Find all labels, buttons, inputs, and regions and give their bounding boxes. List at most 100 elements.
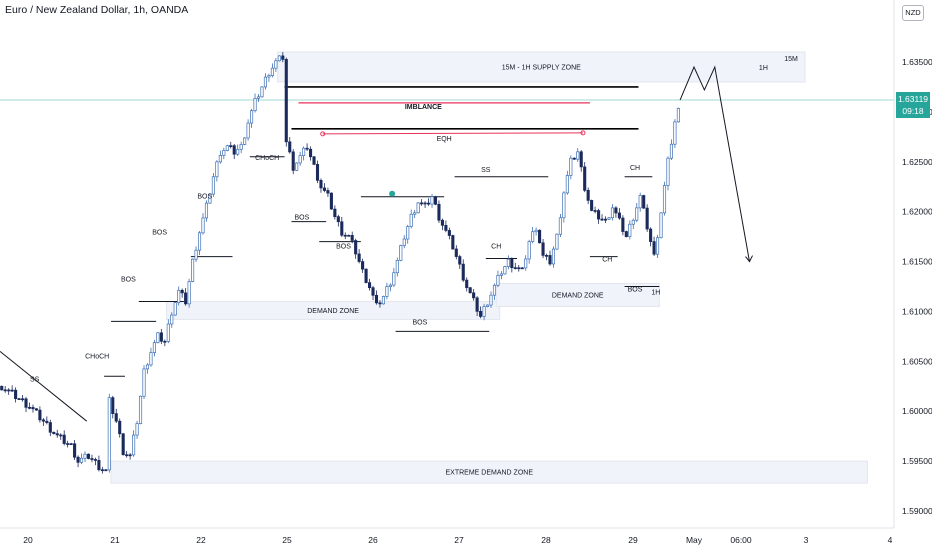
candle-body	[413, 212, 417, 215]
candle-body	[544, 255, 549, 257]
candle-body	[104, 469, 108, 472]
zone-label: DEMAND ZONE	[307, 308, 359, 315]
candle-body	[409, 213, 413, 227]
candle-body	[558, 217, 562, 235]
zone-label: EXTREME DEMAND ZONE	[446, 470, 534, 477]
candle-body	[118, 420, 122, 435]
candle-body	[368, 282, 372, 289]
candle-body	[284, 59, 288, 143]
y-tick-label: 1.61000	[902, 306, 932, 316]
candle-body	[288, 141, 292, 153]
candle-body	[354, 240, 358, 255]
candle-body	[107, 397, 111, 471]
candle-body	[149, 352, 153, 366]
candle-body	[322, 187, 326, 191]
candle-body	[472, 292, 476, 299]
candle-body	[506, 258, 510, 267]
candle-body	[569, 157, 573, 176]
currency-button[interactable]: NZD	[902, 5, 924, 21]
candle-body	[492, 284, 497, 296]
annotation-label: SS	[30, 376, 40, 383]
candle-body	[454, 248, 458, 257]
candle-body	[395, 260, 399, 274]
candle-body	[27, 406, 32, 409]
candle-body	[496, 275, 500, 286]
candle-body	[524, 258, 528, 269]
candle-body	[326, 190, 330, 194]
candle-body	[416, 202, 420, 214]
candle-body	[73, 443, 77, 458]
candle-body	[166, 323, 170, 342]
candle-body	[194, 249, 198, 260]
candle-body	[642, 195, 646, 209]
candle-body	[218, 155, 222, 163]
candle-body	[437, 203, 441, 221]
candle-body	[180, 289, 184, 294]
annotation-label: BOS	[121, 277, 136, 284]
candle-body	[649, 228, 653, 242]
candle-body	[433, 196, 438, 205]
zone-rect	[166, 300, 501, 320]
candle-body	[572, 157, 576, 160]
candle-body	[583, 166, 587, 191]
projection-arrowhead	[745, 255, 753, 263]
candle-body	[406, 226, 410, 240]
candle-body	[468, 287, 472, 294]
candle-body	[14, 389, 18, 400]
zone-tag-label: 15M	[784, 56, 798, 63]
x-tick-label: 27	[454, 535, 464, 545]
candle-body	[631, 219, 635, 225]
candle-body	[603, 218, 608, 221]
candle-body	[461, 263, 465, 281]
candle-body	[263, 76, 268, 88]
candle-body	[281, 55, 285, 60]
candle-body	[152, 342, 156, 353]
check-marker	[389, 190, 396, 197]
candle-body	[385, 286, 389, 297]
candle-body	[142, 368, 146, 397]
candle-body	[256, 96, 261, 99]
candle-body	[83, 453, 87, 459]
candle-body	[76, 456, 80, 463]
candle-body	[357, 253, 361, 262]
candle-body	[520, 267, 524, 270]
candle-body	[177, 289, 181, 304]
y-tick-label: 1.60500	[902, 356, 932, 366]
candle-body	[666, 157, 670, 186]
candle-body	[208, 193, 212, 204]
candle-body	[319, 179, 323, 189]
candle-body	[246, 122, 250, 139]
candle-body	[211, 176, 215, 195]
last-price: 1.63119	[897, 94, 929, 104]
candle-body	[565, 175, 569, 194]
candle-body	[600, 218, 604, 221]
candle-body	[90, 458, 94, 460]
x-tick-label: May	[686, 535, 703, 545]
candle-body	[479, 310, 483, 317]
candle-body	[132, 434, 136, 456]
annotation-label: BOS	[336, 244, 351, 251]
candle-body	[31, 407, 35, 410]
candle-body	[527, 241, 531, 260]
candle-body	[475, 297, 479, 312]
annotation-label: IMBLANCE	[405, 104, 442, 111]
candle-body	[187, 281, 191, 305]
x-tick-label: 22	[196, 535, 206, 545]
candle-body	[277, 55, 281, 62]
candle-body	[295, 162, 299, 171]
candle-body	[309, 148, 313, 158]
candle-body	[430, 196, 434, 205]
annotation-label: BOS	[197, 194, 212, 201]
candle-body	[59, 434, 63, 437]
eqh-point	[580, 130, 586, 136]
candle-body	[66, 443, 70, 445]
candle-body	[48, 422, 52, 433]
candle-body	[517, 267, 521, 270]
candle-body	[69, 443, 73, 445]
zone-label: 15M - 1H SUPPLY ZONE	[502, 64, 581, 71]
candle-body	[465, 279, 469, 289]
trend-line	[0, 350, 88, 422]
last-price-badge: 1.63119 09:18	[896, 92, 930, 118]
candle-body	[402, 238, 406, 246]
